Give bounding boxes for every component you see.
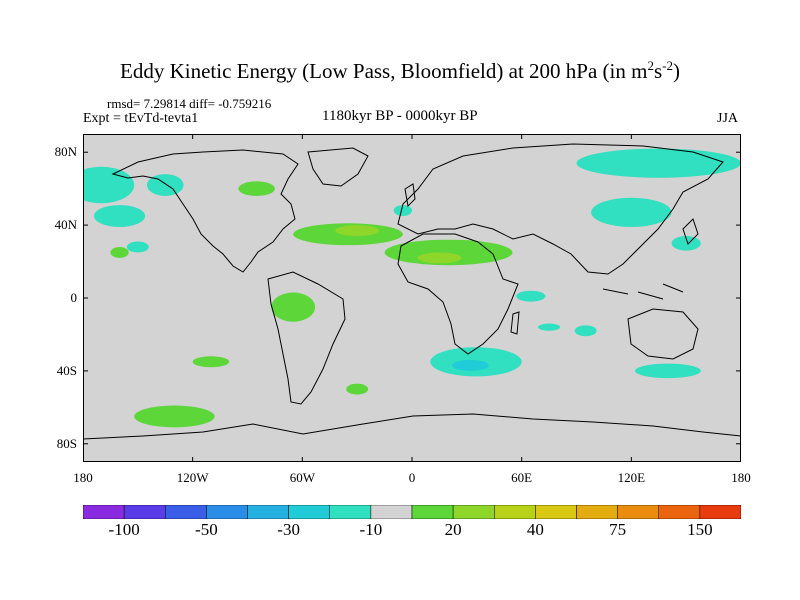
- colorbar-label: -100: [108, 520, 140, 539]
- colorbar-swatch: [329, 505, 372, 519]
- world-map: [83, 134, 741, 462]
- colorbar-swatch: [576, 505, 618, 519]
- colorbar-swatch: [411, 505, 454, 519]
- colorbar-swatch: [288, 505, 330, 519]
- colorbar-swatch: [206, 505, 248, 519]
- field-region: [335, 225, 380, 237]
- field-region: [393, 205, 412, 216]
- y-tick-label: 40S: [56, 362, 77, 378]
- coastline-eurasia: [397, 143, 724, 275]
- field-region: [238, 181, 275, 196]
- field-region: [271, 292, 316, 322]
- y-tick-label: 40N: [54, 217, 77, 233]
- coastline-north-america: [111, 149, 299, 273]
- x-tick-label: 120E: [617, 470, 646, 485]
- colorbar-label: -10: [359, 520, 383, 539]
- colorbar-swatch: [699, 505, 741, 519]
- colorbar-swatch: [494, 505, 536, 519]
- season-label: JJA: [717, 111, 739, 126]
- field-region: [346, 383, 369, 395]
- coastline-japan: [682, 218, 699, 245]
- colorbar-label: -50: [195, 520, 218, 539]
- field-region: [591, 197, 672, 227]
- field-region: [126, 241, 149, 253]
- field-region: [516, 290, 546, 302]
- coastline-south-america: [267, 271, 346, 405]
- x-tick-label: 180: [73, 470, 93, 485]
- colorbar-label: 150: [687, 520, 713, 539]
- y-tick-label: 80N: [54, 144, 77, 160]
- colorbar-swatch: [123, 505, 166, 519]
- x-tick-label: 120W: [176, 470, 209, 485]
- field-layer: [83, 148, 741, 428]
- field-region: [574, 325, 597, 337]
- field-region: [634, 363, 701, 379]
- colorbar-label: -30: [277, 520, 300, 539]
- y-tick-label: 0: [70, 290, 78, 305]
- field-region: [452, 359, 489, 371]
- x-tick-label: 60W: [289, 470, 315, 485]
- field-region: [134, 405, 215, 428]
- colorbar: [83, 505, 741, 519]
- colorbar-label: 75: [609, 520, 627, 539]
- colorbar-swatch: [370, 505, 413, 519]
- coastline-indonesia: [602, 283, 684, 300]
- colorbar-swatch: [535, 505, 577, 519]
- coastline-antarctica: [83, 413, 741, 440]
- colorbar-swatch: [658, 505, 701, 519]
- x-tick-label: 60E: [511, 470, 533, 485]
- colorbar-swatch: [83, 505, 125, 519]
- coastline-greenland: [307, 147, 369, 187]
- colorbar-swatch: [452, 505, 495, 519]
- coastline-layer: [83, 143, 741, 440]
- colorbar-swatch: [617, 505, 659, 519]
- coastline-madagascar: [510, 311, 520, 335]
- field-region: [671, 236, 701, 251]
- field-region: [110, 246, 129, 258]
- experiment-label: Expt = tEvTd-tevta1: [83, 111, 199, 126]
- x-tick-label: 180: [731, 470, 751, 485]
- field-region: [192, 356, 230, 368]
- period-label: 1180kyr BP - 0000kyr BP: [322, 108, 478, 124]
- colorbar-swatch: [247, 505, 289, 519]
- field-region: [93, 205, 146, 227]
- field-region: [538, 323, 561, 331]
- coastline-australia: [627, 308, 699, 360]
- field-region: [576, 148, 741, 178]
- x-tick-label: 0: [408, 470, 416, 485]
- colorbar-label: 20: [444, 520, 462, 539]
- map-title: Eddy Kinetic Energy (Low Pass, Bloomfiel…: [120, 58, 680, 83]
- field-region: [417, 252, 462, 264]
- stats-label: rmsd= 7.29814 diff= -0.759216: [107, 96, 272, 111]
- y-tick-label: 80S: [56, 435, 77, 451]
- tick-marks: [83, 134, 741, 462]
- field-region: [384, 239, 513, 266]
- colorbar-label: 40: [526, 520, 544, 539]
- coastline-africa: [397, 233, 519, 355]
- field-region: [146, 174, 184, 196]
- colorbar-swatch: [165, 505, 207, 519]
- coastline-uk: [404, 183, 416, 208]
